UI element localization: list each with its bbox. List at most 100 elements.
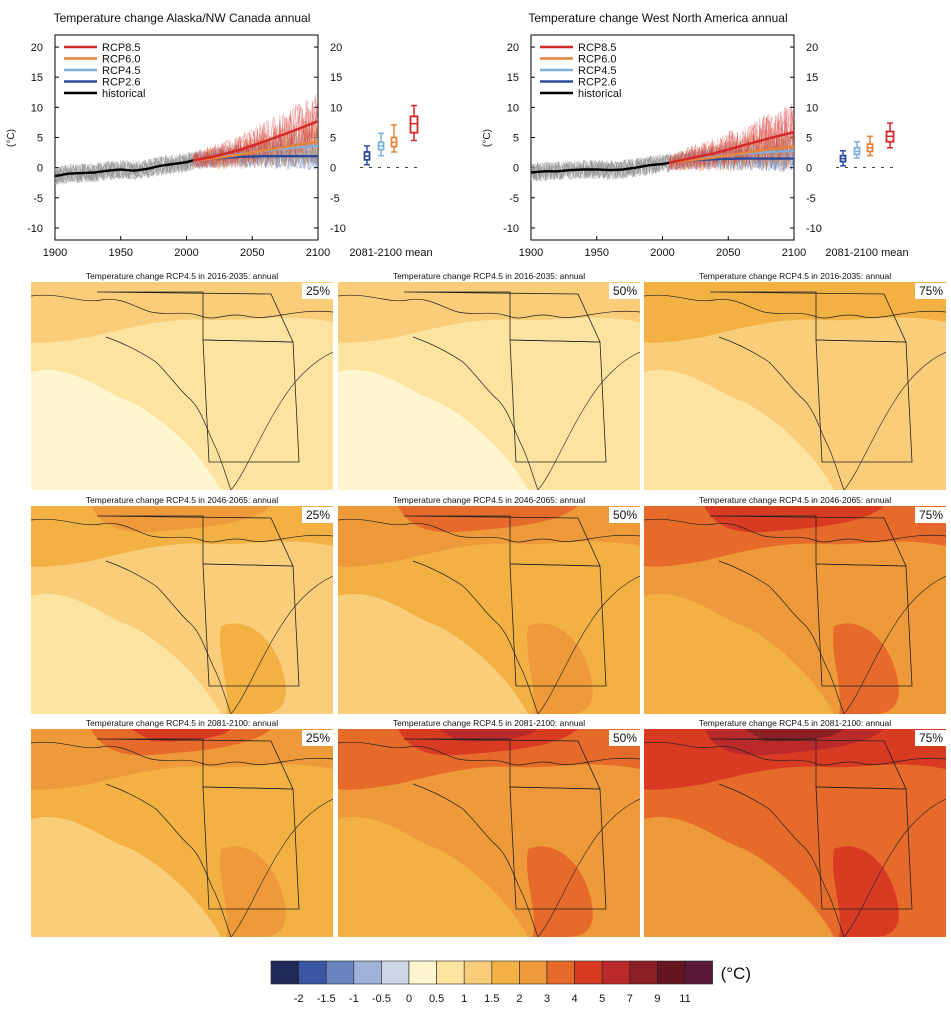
field-zone-north: [31, 282, 333, 343]
coastline-interior: [843, 575, 946, 714]
field-zone-south: [31, 816, 221, 937]
scenario-model-run: [192, 104, 318, 169]
legend-label: RCP8.5: [578, 42, 617, 54]
chart-title: Temperature change Alaska/NW Canada annu…: [54, 11, 311, 25]
coastline-pacific: [412, 783, 539, 937]
scenario-model-run: [192, 120, 318, 170]
map-panel: Temperature change RCP4.5 in 2081-2100: …: [644, 717, 946, 937]
map-panel: Temperature change RCP4.5 in 2046-2065: …: [338, 494, 640, 714]
y-tick-label: 10: [507, 102, 519, 114]
colorbar-tick-label: -2: [294, 993, 304, 1005]
map-field: [644, 282, 946, 490]
colorbar-tick-label: -1.5: [317, 993, 336, 1005]
colorbar-tick-label: 9: [654, 993, 660, 1005]
scenario-model-run: [192, 119, 318, 170]
scenario-model-run: [192, 143, 318, 170]
y-axis-label: (°C): [482, 129, 493, 147]
field-zone-arctic: [91, 729, 271, 756]
percentile-label: 75%: [914, 283, 946, 299]
plot-area: [55, 94, 318, 186]
map-panel: Temperature change RCP4.5 in 2016-2035: …: [644, 270, 946, 490]
map-title: Temperature change RCP4.5 in 2046-2065: …: [644, 494, 946, 506]
coastline-arctic: [644, 741, 946, 766]
legend-label: RCP2.6: [578, 77, 617, 89]
colorbar-units: (°C): [721, 964, 751, 983]
field-zone-arctic: [398, 506, 578, 533]
y-tick-label-right: -5: [806, 193, 816, 205]
percentile-label: 50%: [608, 507, 640, 523]
region-box-wna: [202, 563, 300, 687]
colorbar-tick-label: 0.5: [429, 993, 444, 1005]
coastline-arctic: [31, 518, 333, 543]
region-box-wna: [202, 786, 300, 910]
y-tick-label-right: 0: [806, 163, 812, 175]
legend-label: RCP6.0: [102, 54, 141, 66]
colorbar-segment: [629, 960, 658, 985]
colorbar-tick-label: 1: [461, 993, 467, 1005]
colorbar-segment: [519, 960, 548, 985]
y-tick-label: 5: [513, 133, 519, 145]
y-tick-label: 20: [31, 42, 43, 54]
coastline-pacific: [412, 560, 539, 714]
series-line-rcp85: [668, 130, 794, 164]
field-zone-south: [644, 816, 834, 937]
region-box-wna: [509, 786, 607, 910]
coastline-interior: [843, 351, 946, 490]
map-title: Temperature change RCP4.5 in 2081-2100: …: [644, 717, 946, 729]
y-tick-label-right: -5: [330, 193, 340, 205]
coastline-arctic: [644, 294, 946, 319]
coastline-pacific: [718, 336, 845, 490]
map-field: [338, 729, 640, 937]
field-zone-south: [31, 593, 221, 714]
colorbar-segment: [353, 960, 382, 985]
coastline-pacific: [718, 560, 845, 714]
scenario-model-run: [192, 102, 318, 169]
y-tick-label-right: 15: [806, 72, 818, 84]
y-tick-label-right: 15: [330, 72, 342, 84]
series-line-rcp85: [192, 120, 318, 162]
y-tick-label-right: 20: [330, 42, 342, 54]
colorbar: -2 -1.5 -1 -0.5 0 0.5 1 1.5 2 3 4 5 7 9 11 (°C): [0, 955, 951, 1015]
legend-label: RCP2.6: [102, 77, 141, 89]
percentile-label: 50%: [608, 730, 640, 746]
field-zone-south: [31, 369, 221, 490]
timeseries-chart-west-north-america: Temperature change West North America an…: [482, 11, 909, 259]
box-iqr: [409, 115, 419, 134]
map-panel: Temperature change RCP4.5 in 2046-2065: …: [644, 494, 946, 714]
x-tick-label: 1900: [519, 247, 543, 259]
coastline-pacific: [105, 783, 232, 937]
field-zone-south: [338, 593, 528, 714]
scenario-model-run: [668, 104, 794, 171]
region-box-wna: [202, 339, 300, 463]
y-tick-label: -5: [33, 193, 43, 205]
historical-model-run: [55, 153, 194, 185]
y-tick-label-right: 20: [806, 42, 818, 54]
field-zone-south: [338, 816, 528, 937]
scenario-model-run: [192, 129, 318, 168]
percentile-label: 25%: [301, 730, 333, 746]
coastline-interior: [537, 798, 640, 937]
map-field: [644, 506, 946, 714]
x-tick-label: 1900: [43, 247, 67, 259]
y-tick-label-right: -10: [806, 223, 822, 235]
legend-label: historical: [102, 88, 145, 100]
scenario-model-run: [192, 131, 318, 169]
series-line-rcp60: [668, 145, 794, 164]
percentile-label: 75%: [914, 730, 946, 746]
percentile-label: 50%: [608, 283, 640, 299]
x-tick-label: 2050: [716, 247, 740, 259]
colorbar-tick-label: 3: [544, 993, 550, 1005]
x-tick-label: 1950: [585, 247, 609, 259]
y-tick-label: 20: [507, 42, 519, 54]
historical-model-run: [55, 153, 194, 185]
y-tick-label: 10: [31, 102, 43, 114]
map-panel: Temperature change RCP4.5 in 2016-2035: …: [31, 270, 333, 490]
region-box-wna: [509, 563, 607, 687]
timeseries-panel-alaska: Temperature change Alaska/NW Canada annu…: [0, 0, 475, 270]
coastline-pacific: [718, 783, 845, 937]
field-zone-arctic: [398, 729, 578, 756]
legend-label: RCP8.5: [102, 42, 141, 54]
y-tick-label: 15: [507, 72, 519, 84]
coastline-interior: [230, 798, 333, 937]
percentile-label: 25%: [301, 283, 333, 299]
